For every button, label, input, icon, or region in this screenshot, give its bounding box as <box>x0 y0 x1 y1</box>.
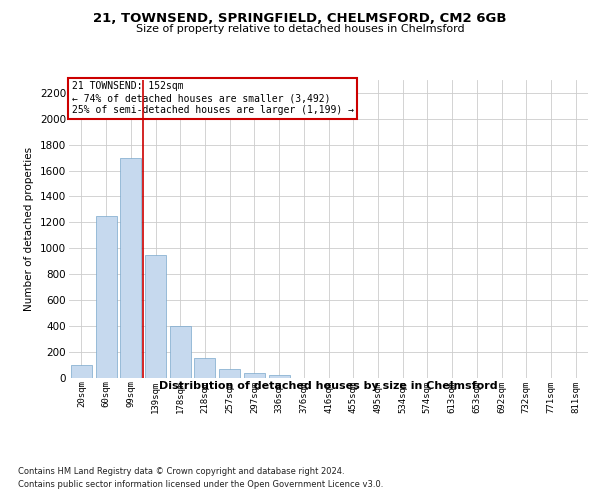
Bar <box>269 375 290 378</box>
Text: Contains HM Land Registry data © Crown copyright and database right 2024.: Contains HM Land Registry data © Crown c… <box>18 468 344 476</box>
Bar <box>145 254 166 378</box>
Text: 21 TOWNSEND: 152sqm
← 74% of detached houses are smaller (3,492)
25% of semi-det: 21 TOWNSEND: 152sqm ← 74% of detached ho… <box>71 82 353 114</box>
Bar <box>194 358 215 378</box>
Bar <box>95 216 116 378</box>
Bar <box>244 373 265 378</box>
Bar <box>219 369 240 378</box>
Bar <box>120 158 141 378</box>
Bar <box>170 326 191 378</box>
Text: 21, TOWNSEND, SPRINGFIELD, CHELMSFORD, CM2 6GB: 21, TOWNSEND, SPRINGFIELD, CHELMSFORD, C… <box>93 12 507 26</box>
Text: Size of property relative to detached houses in Chelmsford: Size of property relative to detached ho… <box>136 24 464 34</box>
Text: Distribution of detached houses by size in Chelmsford: Distribution of detached houses by size … <box>160 381 498 391</box>
Text: Contains public sector information licensed under the Open Government Licence v3: Contains public sector information licen… <box>18 480 383 489</box>
Y-axis label: Number of detached properties: Number of detached properties <box>25 146 34 311</box>
Bar <box>71 364 92 378</box>
